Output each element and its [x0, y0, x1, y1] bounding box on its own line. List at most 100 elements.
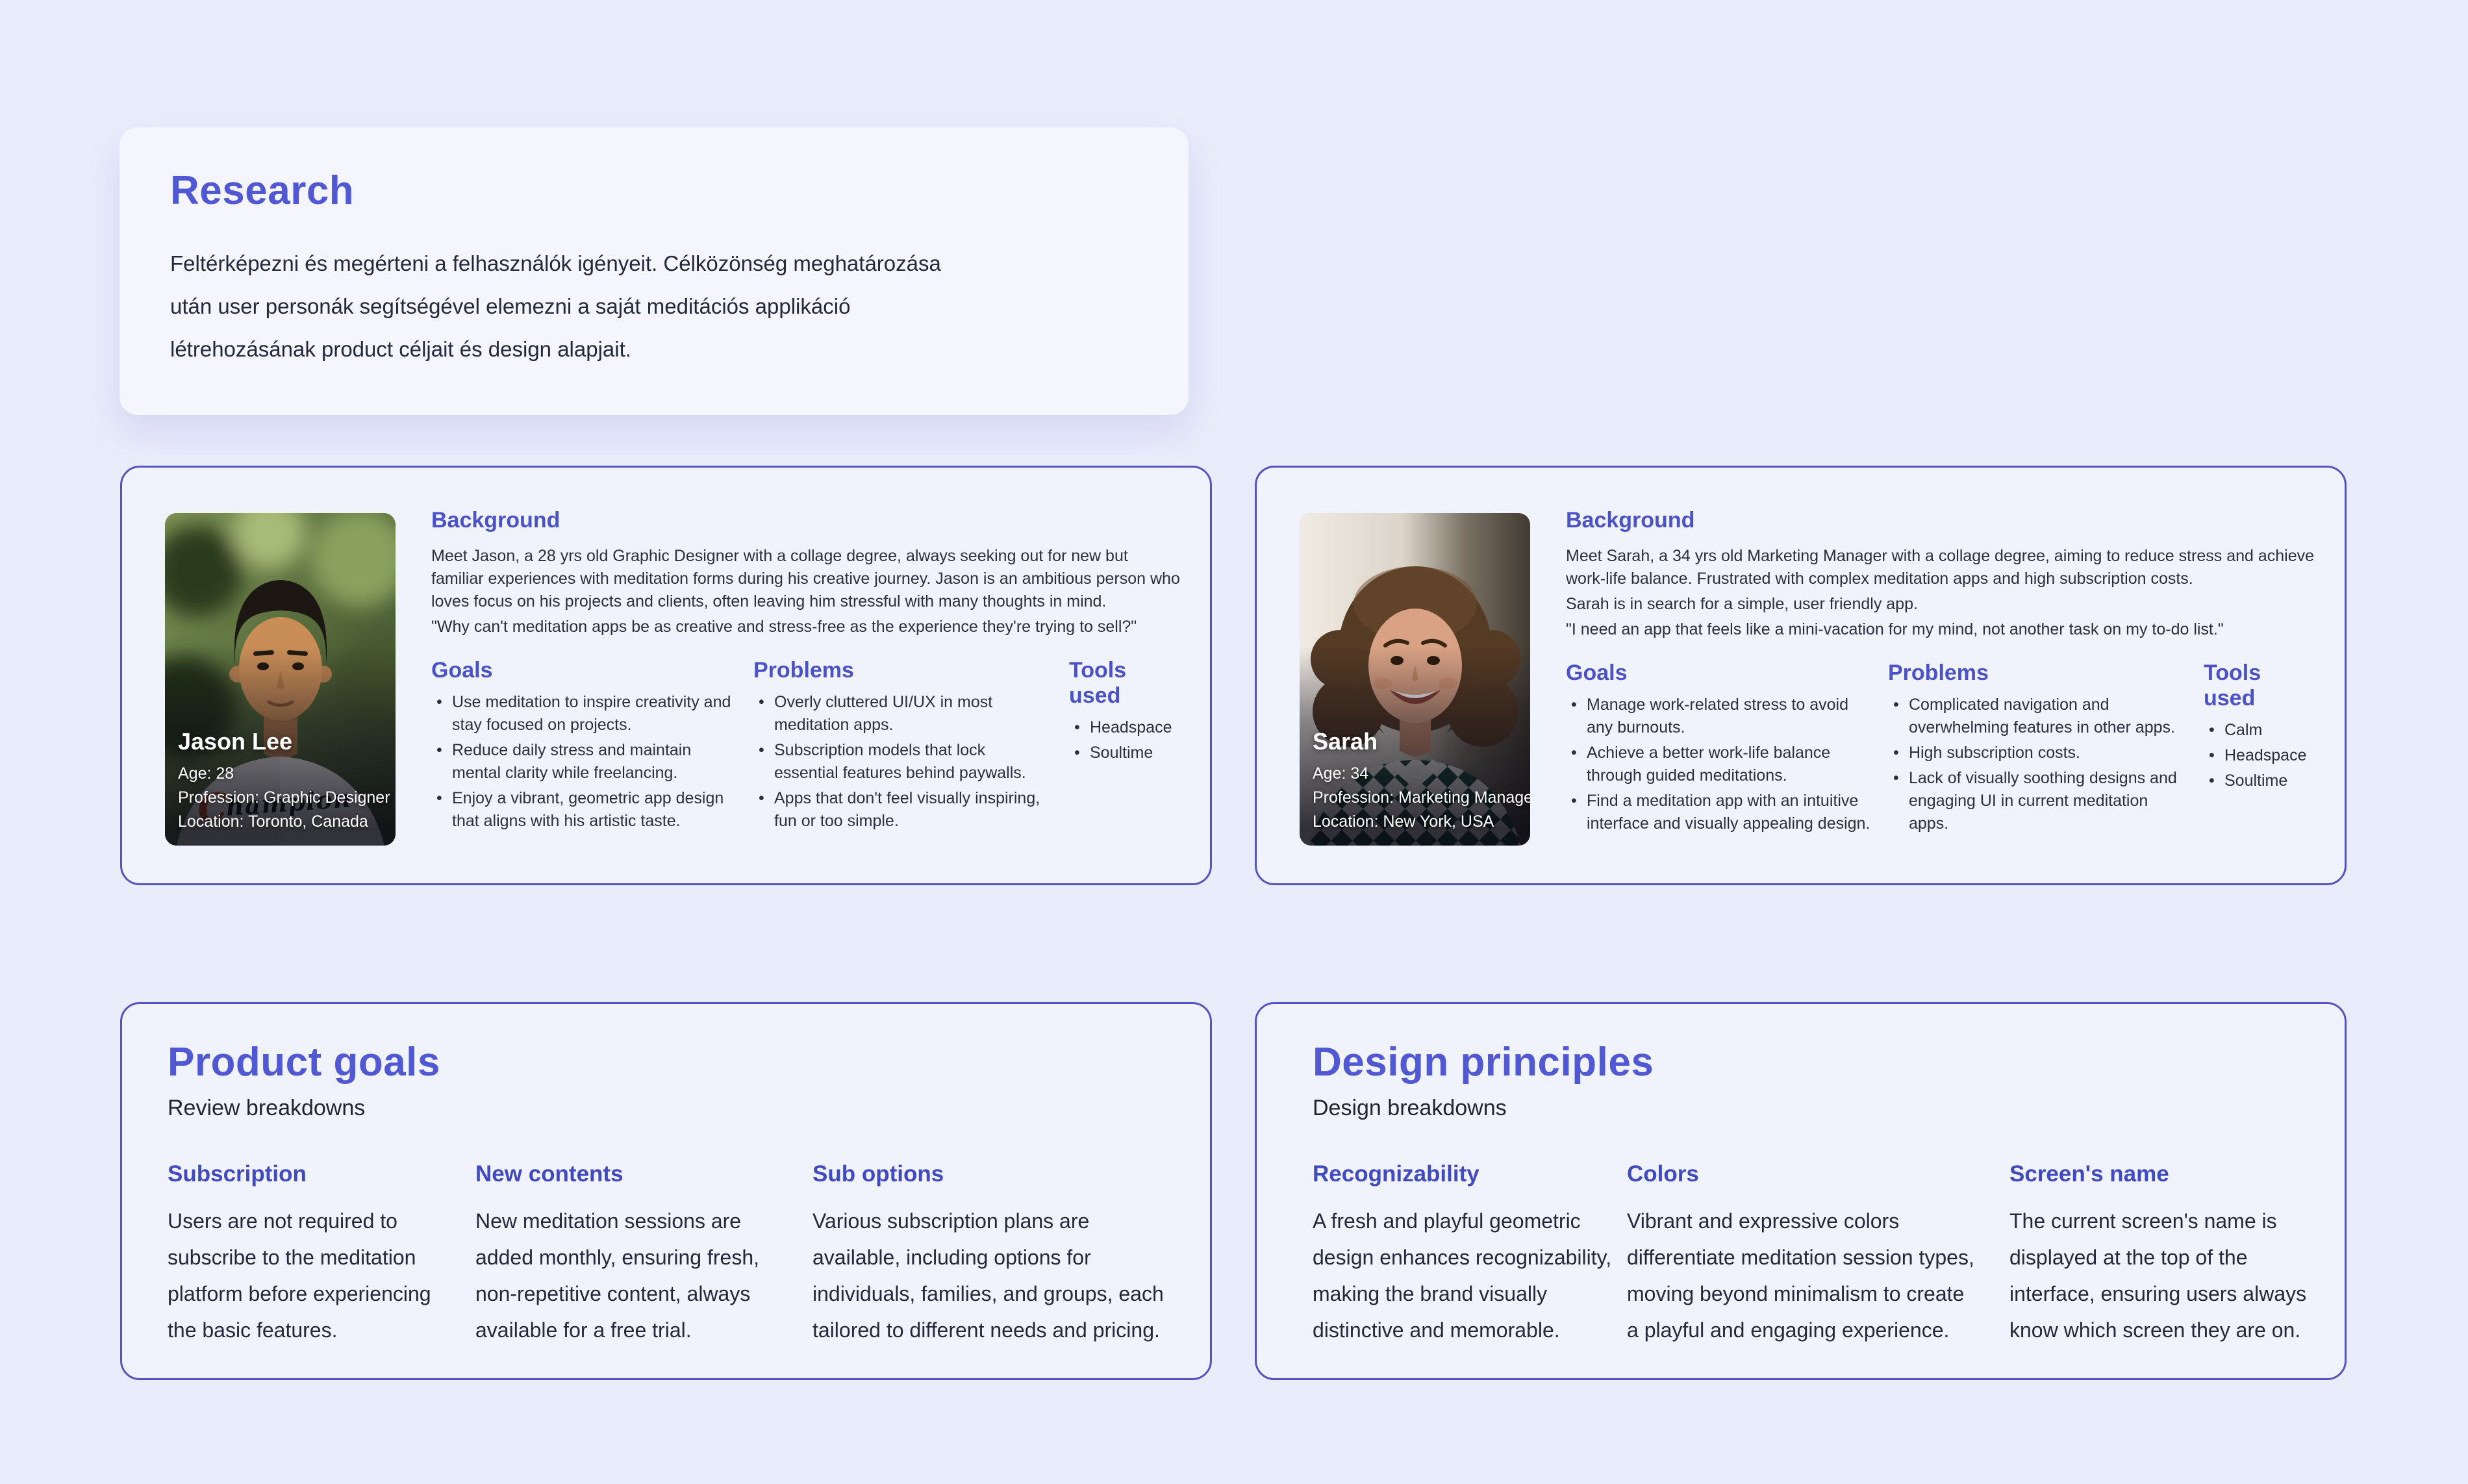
bullet-item: Headspace: [1069, 716, 1180, 739]
bullet-item: Soultime: [1069, 742, 1180, 764]
recognizability-column: Recognizability A fresh and playful geom…: [1313, 1161, 1612, 1348]
column-text-line: displayed at the top of the: [2009, 1246, 2248, 1269]
bullet-item: Reduce daily stress and maintain mental …: [431, 739, 737, 785]
product-goals-subtitle: Review breakdowns: [168, 1096, 366, 1120]
jason-photo: C hampion Jason Lee Age: 28 Profession: …: [165, 513, 396, 846]
bullet-item: Headspace: [2204, 744, 2315, 767]
research-body-line: után user personák segítségével elemezni…: [170, 294, 851, 318]
column-text-line: tailored to different needs and pricing.: [812, 1318, 1160, 1342]
problems-column: Problems Overly cluttered UI/UX in most …: [753, 658, 1052, 835]
sub-options-heading: Sub options: [812, 1161, 944, 1187]
goals-column: Goals Use meditation to inspire creativi…: [431, 658, 737, 835]
new-contents-heading: New contents: [475, 1161, 623, 1187]
bullet-item: Calm: [2204, 719, 2315, 742]
column-text-line: a playful and engaging experience.: [1627, 1318, 1950, 1342]
design-principles-title: Design principles: [1313, 1040, 1654, 1085]
column-text-line: The current screen's name is: [2009, 1209, 2277, 1233]
subscription-heading: Subscription: [168, 1161, 307, 1187]
column-text-line: A fresh and playful geometric: [1313, 1209, 1581, 1233]
background-paragraph: Meet Sarah, a 34 yrs old Marketing Manag…: [1566, 547, 2315, 588]
photo-gradient-overlay: [165, 513, 396, 846]
tools-list: Calm Headspace Soultime: [2204, 719, 2315, 792]
colors-heading: Colors: [1627, 1161, 1699, 1187]
problems-heading: Problems: [753, 658, 854, 683]
column-text-line: platform before experiencing: [168, 1282, 431, 1305]
research-title: Research: [170, 168, 355, 213]
column-text-line: making the brand visually: [1313, 1282, 1548, 1305]
design-principles-subtitle: Design breakdowns: [1313, 1096, 1507, 1120]
jason-meta: Jason Lee Age: 28 Profession: Graphic De…: [178, 728, 390, 834]
column-text-line: Various subscription plans are: [812, 1209, 1090, 1233]
column-text-line: differentiate meditation session types,: [1627, 1246, 1974, 1269]
jason-details: Background Meet Jason, a 28 yrs old Grap…: [431, 508, 1180, 835]
persona-card-jason: C hampion Jason Lee Age: 28 Profession: …: [120, 466, 1212, 885]
column-text-line: available, including options for: [812, 1246, 1091, 1269]
bullet-item: Apps that don't feel visually inspiring,…: [753, 787, 1052, 833]
goals-heading: Goals: [431, 658, 493, 683]
column-text-line: available for a free trial.: [475, 1318, 692, 1342]
bullet-item: Subscription models that lock essential …: [753, 739, 1052, 785]
recognizability-heading: Recognizability: [1313, 1161, 1480, 1187]
persona-age: Age: 28: [178, 764, 234, 783]
screens-name-column: Screen's name The current screen's name …: [2009, 1161, 2306, 1348]
column-text-line: Vibrant and expressive colors: [1627, 1209, 1900, 1233]
column-text-line: design enhances recognizability,: [1313, 1246, 1612, 1269]
persona-location: Location: Toronto, Canada: [178, 812, 368, 831]
tools-column: Tools used Calm Headspace Soultime: [2204, 660, 2315, 838]
sarah-details: Background Meet Sarah, a 34 yrs old Mark…: [1566, 508, 2315, 838]
problems-list: Complicated navigation and overwhelming …: [1888, 694, 2187, 835]
column-text-line: distinctive and memorable.: [1313, 1318, 1560, 1342]
research-body-line: létrehozásának product céljait és design…: [170, 337, 631, 361]
bullet-item: Manage work-related stress to avoid any …: [1566, 694, 1871, 739]
column-text-line: interface, ensuring users always: [2009, 1282, 2307, 1305]
column-text-line: individuals, families, and groups, each: [812, 1282, 1164, 1305]
sarah-photo: Sarah Age: 34 Profession: Marketing Mana…: [1300, 513, 1530, 846]
column-text-line: added monthly, ensuring fresh,: [475, 1246, 759, 1269]
bullet-item: Enjoy a vibrant, geometric app design th…: [431, 787, 737, 833]
persona-profession: Profession: Graphic Designer: [178, 788, 390, 807]
photo-gradient-overlay: [1300, 513, 1530, 846]
goals-list: Manage work-related stress to avoid any …: [1566, 694, 1871, 835]
column-text-line: Users are not required to: [168, 1209, 397, 1233]
bullet-item: Find a meditation app with an intuitive …: [1566, 790, 1871, 835]
design-principles-card: Design principles Design breakdowns Reco…: [1255, 1002, 2347, 1380]
background-heading: Background: [431, 508, 560, 533]
bullet-item: Use meditation to inspire creativity and…: [431, 691, 737, 736]
problems-heading: Problems: [1888, 660, 1989, 685]
column-text-line: subscribe to the meditation: [168, 1246, 416, 1269]
persona-name: Jason Lee: [178, 728, 293, 755]
persona-card-sarah: Sarah Age: 34 Profession: Marketing Mana…: [1255, 466, 2347, 885]
sarah-meta: Sarah Age: 34 Profession: Marketing Mana…: [1313, 728, 1530, 834]
new-contents-column: New contents New meditation sessions are…: [475, 1161, 790, 1348]
background-paragraph: Sarah is in search for a simple, user fr…: [1566, 595, 1918, 613]
background-quote: "I need an app that feels like a mini-va…: [1566, 620, 2224, 638]
research-card: Research Feltérképezni és megérteni a fe…: [120, 127, 1189, 415]
column-text-line: non-repetitive content, always: [475, 1282, 751, 1305]
column-text-line: the basic features.: [168, 1318, 338, 1342]
column-text-line: moving beyond minimalism to create: [1627, 1282, 1965, 1305]
persona-age: Age: 34: [1313, 764, 1369, 783]
persona-profession: Profession: Marketing Manager: [1313, 788, 1530, 807]
background-paragraph: Meet Jason, a 28 yrs old Graphic Designe…: [431, 547, 1180, 610]
goals-column: Goals Manage work-related stress to avoi…: [1566, 660, 1871, 838]
column-text-line: know which screen they are on.: [2009, 1318, 2301, 1342]
column-text-line: New meditation sessions are: [475, 1209, 742, 1233]
bullet-item: Overly cluttered UI/UX in most meditatio…: [753, 691, 1052, 736]
persona-name: Sarah: [1313, 728, 1378, 755]
background-heading: Background: [1566, 508, 1695, 533]
bullet-item: Soultime: [2204, 770, 2315, 792]
sub-options-column: Sub options Various subscription plans a…: [812, 1161, 1165, 1348]
background-quote: "Why can't meditation apps be as creativ…: [431, 618, 1137, 636]
product-goals-title: Product goals: [168, 1040, 440, 1085]
product-goals-card: Product goals Review breakdowns Subscrip…: [120, 1002, 1212, 1380]
problems-list: Overly cluttered UI/UX in most meditatio…: [753, 691, 1052, 833]
tools-column: Tools used Headspace Soultime: [1069, 658, 1180, 835]
bullet-item: Lack of visually soothing designs and en…: [1888, 767, 2187, 835]
bullet-item: Complicated navigation and overwhelming …: [1888, 694, 2187, 739]
bullet-item: Achieve a better work-life balance throu…: [1566, 742, 1871, 787]
goals-heading: Goals: [1566, 660, 1628, 685]
screens-name-heading: Screen's name: [2009, 1161, 2169, 1187]
bullet-item: High subscription costs.: [1888, 742, 2187, 764]
tools-heading: Tools used: [2204, 660, 2261, 711]
